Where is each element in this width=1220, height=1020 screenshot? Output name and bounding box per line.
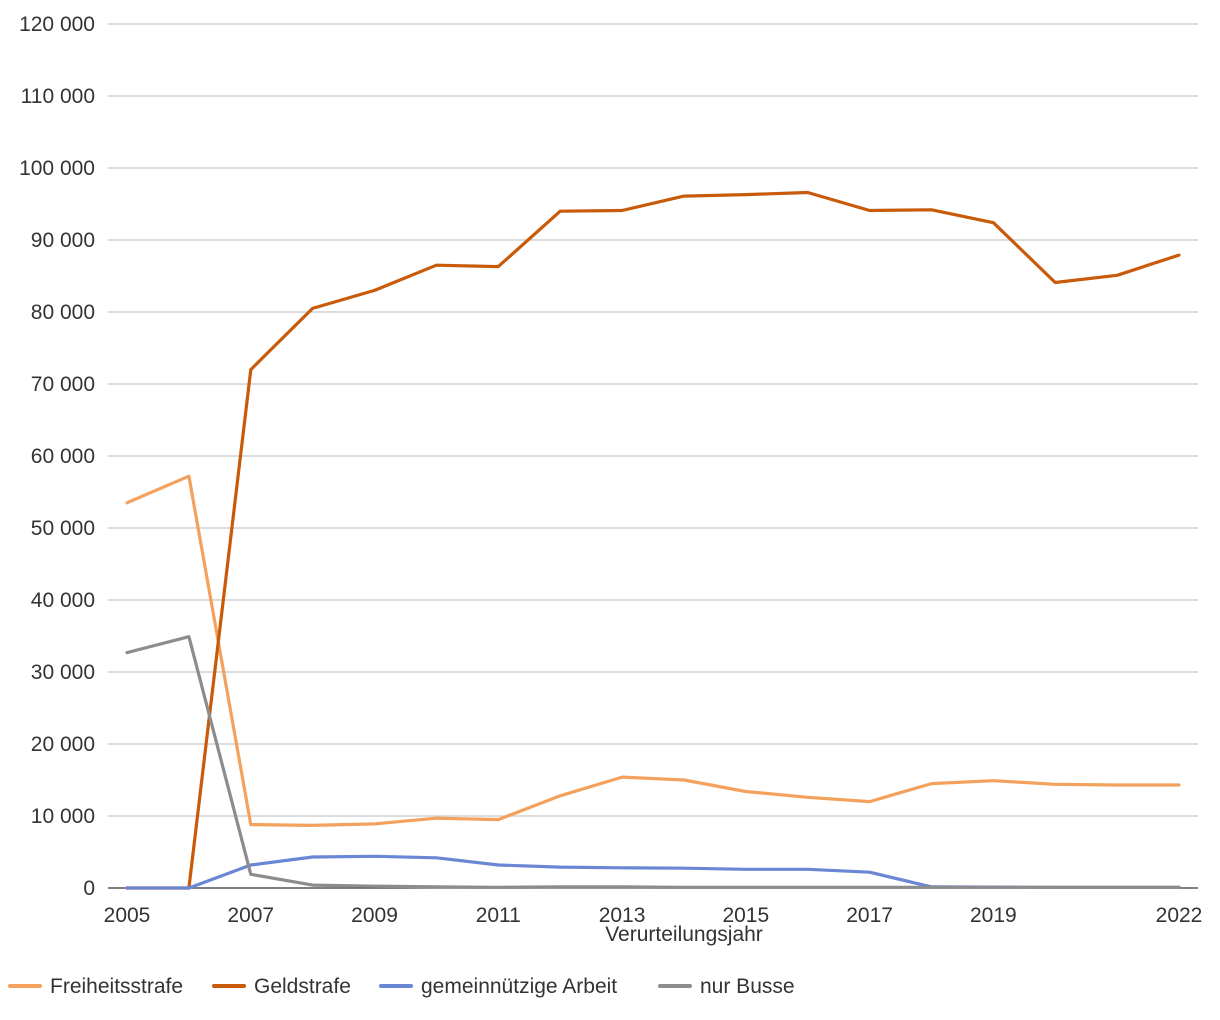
gridlines	[108, 23, 1198, 817]
y-tick-label: 0	[83, 877, 95, 900]
legend-label: nur Busse	[700, 975, 795, 998]
y-tick-label: 30 000	[31, 661, 95, 684]
series-line-gemeinn-tzige-arbeit	[125, 854, 1181, 890]
y-tick-label: 50 000	[31, 517, 95, 540]
series-line-freiheitsstrafe	[125, 474, 1181, 828]
series-line-nur-busse	[125, 635, 1181, 889]
legend-label: gemeinnützige Arbeit	[421, 975, 617, 998]
y-tick-label: 120 000	[19, 13, 95, 36]
y-tick-label: 100 000	[19, 157, 95, 180]
x-tick-label: 2017	[846, 904, 893, 927]
y-tick-label: 60 000	[31, 445, 95, 468]
y-tick-label: 80 000	[31, 301, 95, 324]
y-tick-label: 40 000	[31, 589, 95, 612]
y-tick-label: 20 000	[31, 733, 95, 756]
legend-label: Freiheitsstrafe	[50, 975, 183, 998]
x-tick-label: 2005	[104, 904, 151, 927]
y-tick-label: 70 000	[31, 373, 95, 396]
x-tick-label: 2013	[599, 904, 646, 927]
y-tick-label: 10 000	[31, 805, 95, 828]
series-line-geldstrafe	[125, 190, 1181, 890]
x-tick-label: 2022	[1156, 904, 1203, 927]
legend-label: Geldstrafe	[254, 975, 351, 998]
x-axis-tick-labels: 2005 2007 2009 2011 2013 2015 2017 2019 2022	[104, 904, 1203, 927]
x-tick-label: 2011	[476, 904, 521, 927]
x-tick-label: 2019	[970, 904, 1017, 927]
x-axis-title: Verurteilungsjahr	[605, 923, 763, 946]
y-tick-label: 90 000	[31, 229, 95, 252]
y-tick-label: 110 000	[21, 85, 95, 108]
series-lines	[125, 190, 1181, 890]
x-tick-label: 2007	[227, 904, 274, 927]
x-tick-label: 2009	[351, 904, 398, 927]
x-tick-label: 2015	[722, 904, 769, 927]
legend: Freiheitsstrafe Geldstrafe gemeinnützige A…	[8, 975, 795, 998]
y-axis-tick-labels: 0 10 000 20 000 30 000 40 000 50 000 60 000 70 …	[19, 13, 95, 900]
